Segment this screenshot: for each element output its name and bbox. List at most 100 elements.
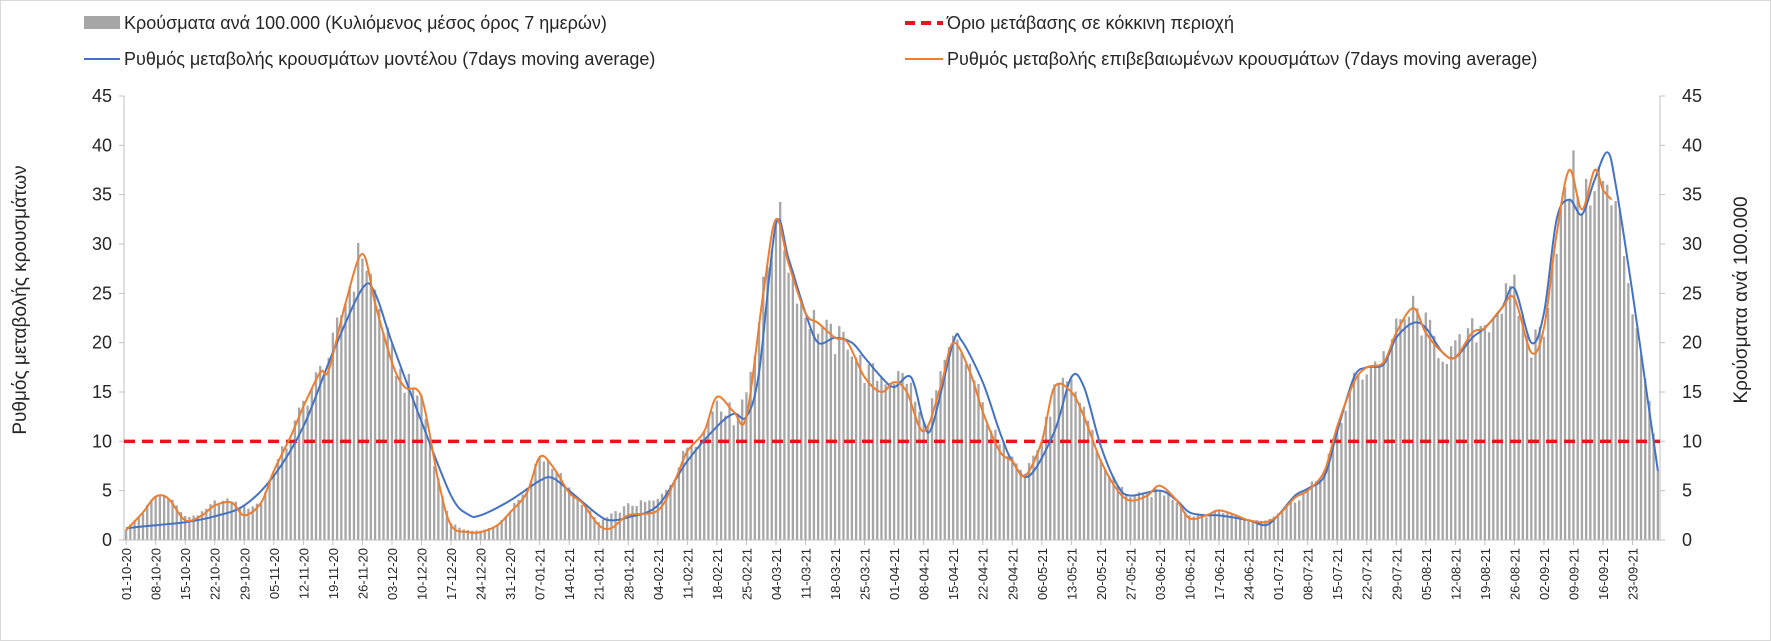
bar [808, 329, 811, 540]
bar [1411, 295, 1415, 540]
bar [483, 529, 486, 540]
x-tick-label: 29-04-21 [1005, 548, 1020, 600]
bar [1150, 497, 1153, 540]
bar [137, 516, 140, 540]
bar [952, 335, 955, 540]
bar [719, 411, 723, 540]
bar [977, 384, 980, 540]
bar [994, 429, 997, 540]
bar [399, 368, 402, 540]
bar [454, 524, 457, 540]
bar [441, 496, 444, 540]
x-tick-label: 01-07-21 [1271, 548, 1286, 600]
bar [1627, 283, 1630, 540]
bar [1019, 469, 1022, 540]
bar [1205, 517, 1208, 540]
bar [1082, 406, 1086, 540]
bar [1260, 520, 1263, 540]
bar [1568, 200, 1571, 540]
x-tick-label: 01-10-20 [119, 548, 134, 600]
x-tick-label: 14-01-21 [562, 548, 577, 600]
bar [1222, 513, 1225, 540]
x-tick-label: 12-08-21 [1448, 548, 1463, 600]
bar [1420, 335, 1423, 540]
x-tick-label: 15-10-20 [178, 548, 193, 600]
bar [1551, 265, 1554, 540]
bar [1424, 312, 1427, 540]
bar [1044, 416, 1048, 540]
bar [281, 446, 284, 540]
confirmed-rate-line [125, 168, 1613, 534]
bar [1479, 326, 1482, 540]
bar [715, 400, 719, 540]
x-tick-label: 05-11-20 [267, 548, 282, 599]
bar [892, 383, 896, 540]
bar [129, 524, 132, 540]
y-axis-left-title: Ρυθμός μεταβολής κρουσμάτων [10, 165, 31, 434]
bar [373, 289, 377, 540]
bar [1011, 456, 1014, 540]
bar [1158, 490, 1162, 540]
bar [1525, 335, 1529, 540]
bar [525, 487, 529, 540]
bar [1462, 347, 1465, 540]
bar [1192, 516, 1195, 540]
legend-swatch-bars [84, 16, 120, 29]
x-tick-label: 29-07-21 [1389, 548, 1404, 600]
bar [1036, 449, 1039, 540]
bar [1521, 314, 1525, 540]
x-tick-label: 06-05-21 [1035, 548, 1050, 600]
bar [1631, 314, 1634, 540]
bar [310, 388, 313, 540]
bar [1243, 517, 1246, 540]
bar [1217, 510, 1221, 540]
bar [302, 400, 305, 540]
bar [437, 478, 440, 540]
bar [968, 363, 972, 540]
bar [1238, 518, 1242, 540]
bar [897, 371, 900, 540]
bar [825, 319, 828, 540]
y-tick-label-left: 15 [92, 382, 112, 402]
bar [327, 357, 330, 540]
bar [736, 414, 740, 540]
bar [1580, 213, 1584, 540]
bar [576, 496, 579, 540]
bar [361, 258, 364, 540]
bar [1196, 515, 1200, 540]
bar [264, 492, 267, 540]
bar [1251, 520, 1254, 540]
bar [1487, 332, 1491, 540]
bar [762, 276, 765, 540]
bar [1070, 378, 1073, 540]
x-tick-label: 10-12-20 [414, 548, 429, 600]
bar [1129, 497, 1132, 540]
bar [1445, 363, 1449, 540]
bar [627, 503, 630, 540]
bar [247, 508, 250, 540]
bar [1061, 377, 1065, 540]
y-tick-label-right: 20 [1682, 333, 1702, 353]
bar [1188, 515, 1191, 540]
bar [1395, 318, 1398, 540]
bar [1441, 361, 1444, 540]
x-tick-label: 07-01-21 [533, 548, 548, 600]
x-tick-label: 25-02-21 [739, 548, 754, 600]
bar [1606, 184, 1609, 540]
bar [593, 517, 596, 540]
bar [998, 444, 1001, 540]
bar [1492, 319, 1495, 540]
bar [1399, 319, 1402, 540]
y-tick-label-right: 30 [1682, 234, 1702, 254]
bar [1597, 166, 1600, 540]
bar [1108, 476, 1111, 540]
bar [1264, 520, 1267, 540]
bar [572, 493, 575, 540]
y-tick-label-right: 40 [1682, 135, 1702, 155]
bar [1293, 502, 1297, 540]
bar [1428, 319, 1432, 540]
bar [1319, 480, 1322, 540]
bar [930, 398, 934, 540]
bar [1357, 374, 1360, 540]
bar [1374, 361, 1377, 540]
